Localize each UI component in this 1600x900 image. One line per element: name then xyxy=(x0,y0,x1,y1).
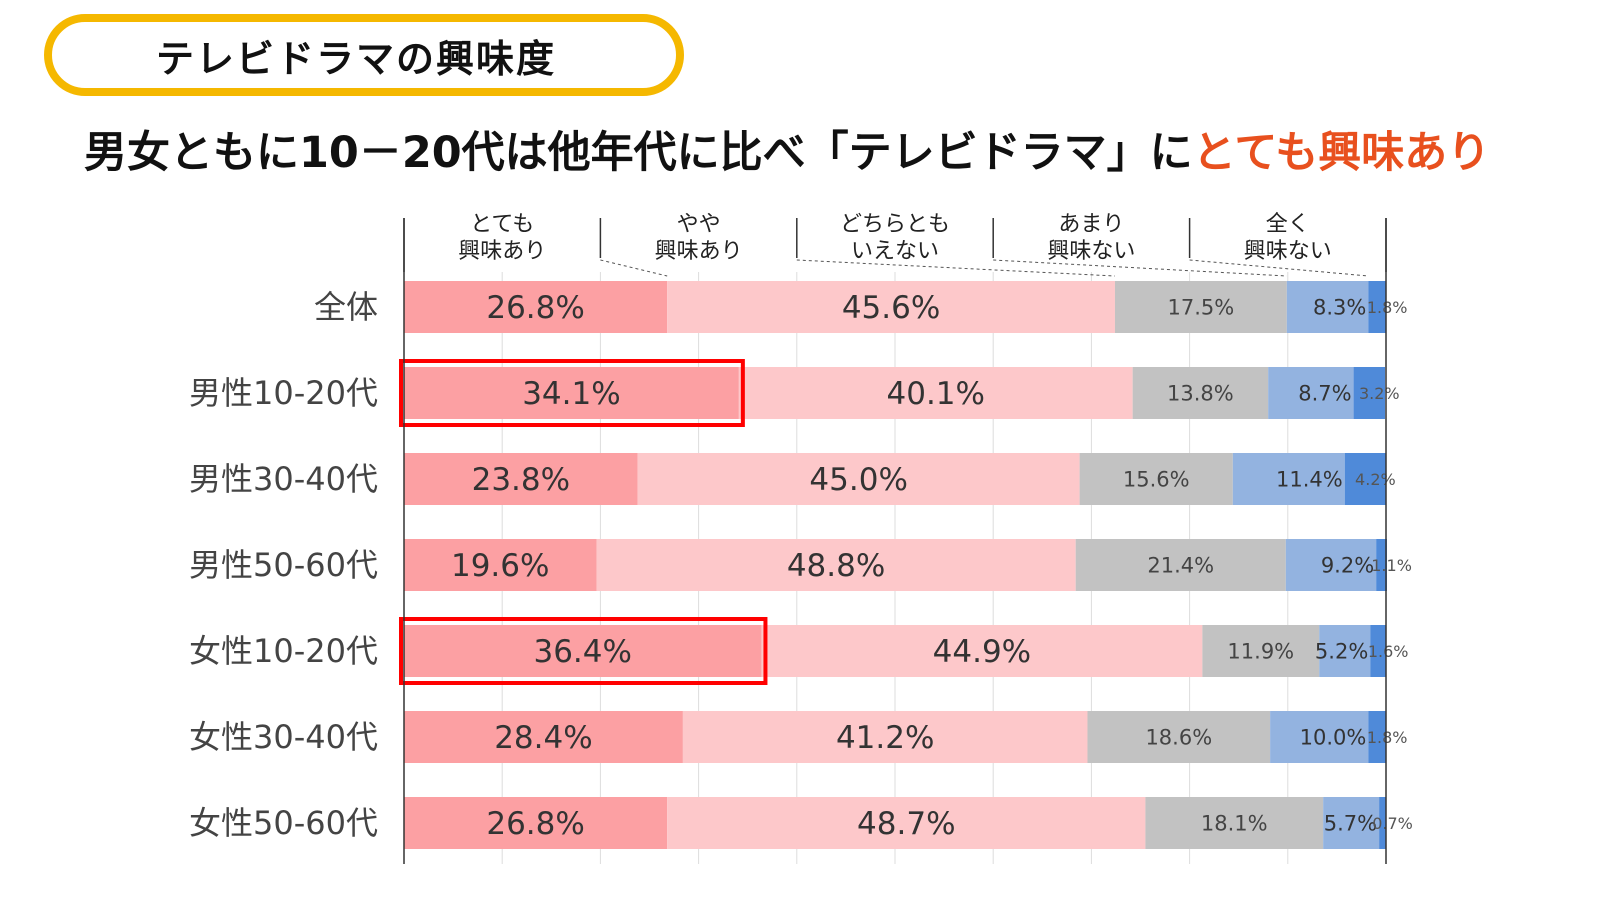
legend-leader xyxy=(796,259,1115,277)
bar-segment xyxy=(1344,453,1386,505)
data-label: 44.9% xyxy=(933,634,1031,670)
legend-label: 全く興味ない xyxy=(1244,212,1332,264)
bar-segment xyxy=(1319,625,1371,677)
bar-segment xyxy=(1232,453,1345,505)
data-label: 26.8% xyxy=(486,806,584,842)
bar-segment xyxy=(667,281,1115,333)
legend-label: どちらともいえない xyxy=(840,212,950,264)
bar-segment xyxy=(682,711,1088,763)
bar-segment xyxy=(1353,367,1386,419)
data-label: 10.0% xyxy=(1300,726,1367,750)
data-label: 11.9% xyxy=(1227,640,1294,664)
bar-segment xyxy=(738,367,1133,419)
bar-segment xyxy=(1286,281,1369,333)
bar-segment xyxy=(1270,711,1369,763)
data-label: 23.8% xyxy=(472,462,570,498)
bar-segment xyxy=(1370,625,1386,677)
legend-leader xyxy=(993,259,1287,277)
data-label: 1.8% xyxy=(1367,728,1408,747)
bar-segment xyxy=(1285,539,1377,591)
bar-segment xyxy=(1368,281,1386,333)
category-label: 女性10-20代 xyxy=(189,632,378,670)
highlight-box xyxy=(399,617,768,685)
bar-segment xyxy=(1376,539,1387,591)
data-label: 9.2% xyxy=(1321,554,1374,578)
category-label: 男性30-40代 xyxy=(189,460,378,498)
bar-segment xyxy=(1132,367,1269,419)
data-label: 8.3% xyxy=(1313,296,1366,320)
bar-segment xyxy=(1114,281,1287,333)
data-label: 15.6% xyxy=(1123,468,1190,492)
data-label: 26.8% xyxy=(486,290,584,326)
bar-segment xyxy=(404,625,762,677)
data-label: 3.2% xyxy=(1359,384,1400,403)
data-label: 21.4% xyxy=(1147,554,1214,578)
topic-badge: テレビドラマの興味度 xyxy=(44,14,684,96)
bar-segment xyxy=(1075,539,1286,591)
data-label: 45.6% xyxy=(842,290,940,326)
topic-badge-label: テレビドラマの興味度 xyxy=(156,36,557,81)
bar-segment xyxy=(1323,797,1380,849)
data-label: 18.1% xyxy=(1201,812,1268,836)
bar-segment xyxy=(1368,711,1386,763)
bar-segment xyxy=(667,797,1146,849)
data-label: 17.5% xyxy=(1168,296,1235,320)
category-label: 女性50-60代 xyxy=(189,804,378,842)
data-label: 4.2% xyxy=(1355,470,1396,489)
data-label: 1.6% xyxy=(1368,642,1409,661)
headline-accent: とても興味あり xyxy=(1192,128,1491,178)
data-label: 41.2% xyxy=(836,720,934,756)
data-label: 1.1% xyxy=(1371,556,1412,575)
legend-label: とても興味あり xyxy=(458,212,546,264)
bar-segment xyxy=(404,711,683,763)
bar-segment xyxy=(404,453,638,505)
bar-segment xyxy=(404,797,668,849)
data-label: 36.4% xyxy=(533,634,631,670)
category-label: 男性50-60代 xyxy=(189,546,378,584)
bar-segment xyxy=(1087,711,1271,763)
category-label: 男性10-20代 xyxy=(189,374,378,412)
data-label: 0.7% xyxy=(1372,814,1413,833)
bar-segment xyxy=(1379,797,1386,849)
bar-segment xyxy=(404,539,597,591)
data-label: 40.1% xyxy=(887,376,985,412)
data-label: 34.1% xyxy=(522,376,620,412)
data-label: 5.7% xyxy=(1324,812,1377,836)
bar-segment xyxy=(1145,797,1324,849)
data-label: 11.4% xyxy=(1276,468,1343,492)
bar-segment xyxy=(404,281,668,333)
headline: 男女ともに10－20代は他年代に比べ「テレビドラマ」にとても興味あり xyxy=(84,118,1490,180)
data-label: 19.6% xyxy=(451,548,549,584)
legend-label: あまり興味ない xyxy=(1047,212,1135,264)
bar-segment xyxy=(1079,453,1233,505)
legend-label: やや興味あり xyxy=(655,212,743,264)
data-label: 28.4% xyxy=(494,720,592,756)
data-label: 8.7% xyxy=(1298,382,1351,406)
data-label: 13.8% xyxy=(1167,382,1234,406)
data-label: 1.8% xyxy=(1367,298,1408,317)
bar-segment xyxy=(404,367,739,419)
category-label: 全体 xyxy=(314,288,378,326)
data-label: 5.2% xyxy=(1315,640,1368,664)
data-label: 48.8% xyxy=(787,548,885,584)
bar-segment xyxy=(596,539,1076,591)
headline-main: 男女ともに10－20代は他年代に比べ「テレビドラマ」に xyxy=(84,128,1193,178)
bar-segment xyxy=(637,453,1080,505)
highlight-box xyxy=(399,359,745,427)
bar-segment xyxy=(761,625,1203,677)
bar-segment xyxy=(1202,625,1320,677)
data-label: 18.6% xyxy=(1145,726,1212,750)
data-label: 45.0% xyxy=(809,462,907,498)
category-label: 女性30-40代 xyxy=(189,718,378,756)
bar-segment xyxy=(1268,367,1354,419)
data-label: 48.7% xyxy=(857,806,955,842)
